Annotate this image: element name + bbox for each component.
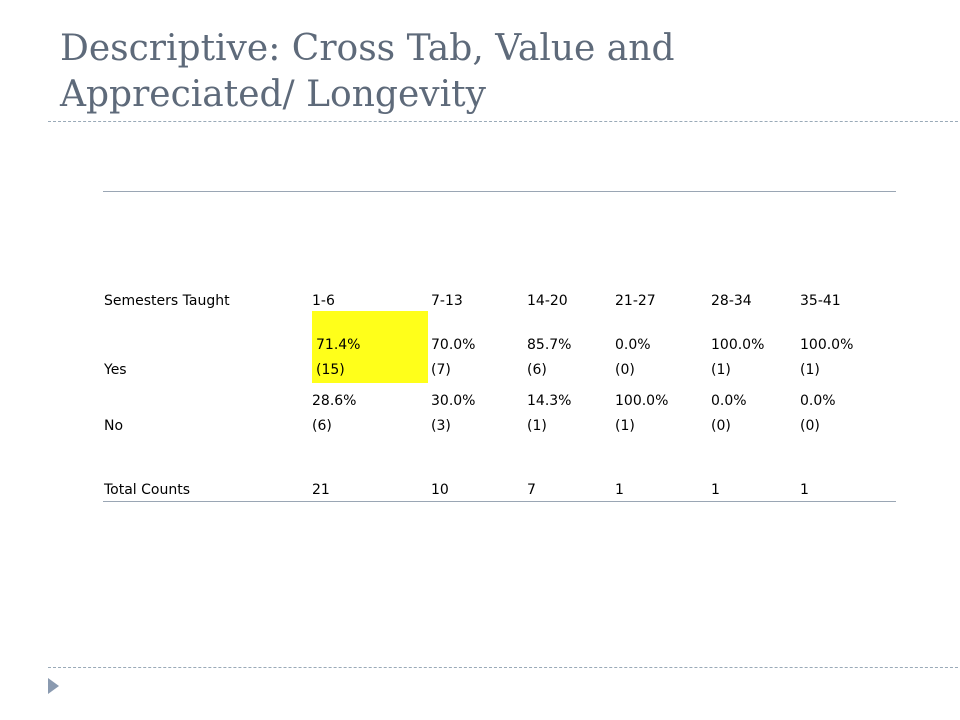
highlighted-cell-background — [312, 311, 428, 383]
totals-col-4: 1 — [615, 482, 624, 498]
footer-divider — [48, 667, 960, 668]
row-yes-count-5: (1) — [711, 362, 731, 378]
table-bottom-rule — [103, 501, 896, 502]
totals-label: Total Counts — [104, 482, 191, 498]
row-yes-pct-2: 70.0% — [431, 337, 476, 353]
header-col-2: 7-13 — [431, 293, 463, 309]
title-divider — [48, 121, 960, 122]
row-yes-pct-4: 0.0% — [615, 337, 651, 353]
header-col-1: 1-6 — [312, 293, 335, 309]
row-no-count-5: (0) — [711, 418, 731, 434]
row-yes-pct-1: 71.4% — [316, 337, 361, 353]
row-yes-pct-5: 100.0% — [711, 337, 765, 353]
row-yes-pct-3: 85.7% — [527, 337, 572, 353]
slide-title: Descriptive: Cross Tab, Value and Apprec… — [60, 26, 920, 118]
title-line-2: Appreciated/ Longevity — [60, 74, 486, 115]
row-yes-label: Yes — [104, 362, 127, 378]
row-no-count-2: (3) — [431, 418, 451, 434]
header-col-5: 28-34 — [711, 293, 752, 309]
row-no-pct-1: 28.6% — [312, 393, 357, 409]
title-line-1: Descriptive: Cross Tab, Value and — [60, 28, 675, 69]
table-top-rule — [103, 191, 896, 192]
row-yes-count-4: (0) — [615, 362, 635, 378]
row-no-pct-6: 0.0% — [800, 393, 836, 409]
play-arrow-icon — [48, 678, 59, 694]
totals-col-2: 10 — [431, 482, 449, 498]
row-yes-count-2: (7) — [431, 362, 451, 378]
row-yes-pct-6: 100.0% — [800, 337, 854, 353]
totals-col-5: 1 — [711, 482, 720, 498]
row-yes-count-3: (6) — [527, 362, 547, 378]
row-no-pct-5: 0.0% — [711, 393, 747, 409]
row-no-pct-3: 14.3% — [527, 393, 572, 409]
row-no-count-4: (1) — [615, 418, 635, 434]
header-label: Semesters Taught — [104, 293, 230, 309]
totals-col-3: 7 — [527, 482, 536, 498]
totals-col-6: 1 — [800, 482, 809, 498]
header-col-4: 21-27 — [615, 293, 656, 309]
row-no-pct-2: 30.0% — [431, 393, 476, 409]
row-yes-count-6: (1) — [800, 362, 820, 378]
header-col-6: 35-41 — [800, 293, 841, 309]
row-no-count-6: (0) — [800, 418, 820, 434]
row-no-label: No — [104, 418, 124, 434]
row-no-count-1: (6) — [312, 418, 332, 434]
header-col-3: 14-20 — [527, 293, 568, 309]
row-no-pct-4: 100.0% — [615, 393, 669, 409]
row-no-count-3: (1) — [527, 418, 547, 434]
row-yes-count-1: (15) — [316, 362, 345, 378]
totals-col-1: 21 — [312, 482, 330, 498]
